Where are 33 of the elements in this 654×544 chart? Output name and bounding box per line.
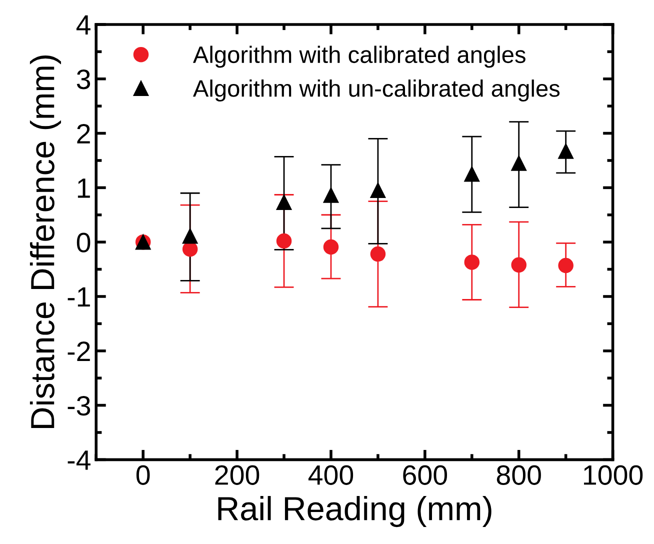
point (182, 228, 198, 244)
point (464, 254, 480, 270)
x-tick-label: 1000 (584, 465, 643, 485)
point (323, 188, 339, 203)
x-axis-title: Rail Reading (mm) (218, 496, 492, 528)
y-tick-label: 1 (78, 178, 90, 198)
point (558, 258, 574, 274)
y-tick-label: 0 (76, 232, 90, 252)
y-tick-label: 3 (76, 70, 90, 90)
x-tick-label: 200 (215, 465, 260, 485)
point (370, 246, 386, 262)
point (511, 156, 526, 171)
point (182, 242, 198, 257)
point (276, 233, 292, 249)
point (370, 182, 386, 198)
point (511, 257, 526, 273)
y-tick-label: 2 (77, 124, 90, 144)
point (558, 144, 574, 159)
point (323, 239, 339, 255)
point (276, 194, 292, 210)
point (464, 166, 480, 182)
y-tick-label: 4 (76, 15, 90, 35)
legend-label: Algorithm with un-calibrated angles (192, 80, 560, 102)
legend-label: Algorithm with calibrated angles (192, 46, 526, 68)
y-tick-label: -4 (68, 450, 90, 470)
x-tick-label: 400 (308, 465, 354, 485)
x-tick-label: 800 (496, 465, 541, 485)
y-tick-label: -2 (68, 342, 90, 361)
x-tick-label: 0 (136, 465, 150, 485)
y-tick-label: -1 (68, 287, 90, 307)
x-tick-label: 600 (403, 465, 448, 485)
y-axis-title: Distance Difference (mm) (30, 56, 62, 428)
y-tick-label: -3 (68, 396, 90, 416)
